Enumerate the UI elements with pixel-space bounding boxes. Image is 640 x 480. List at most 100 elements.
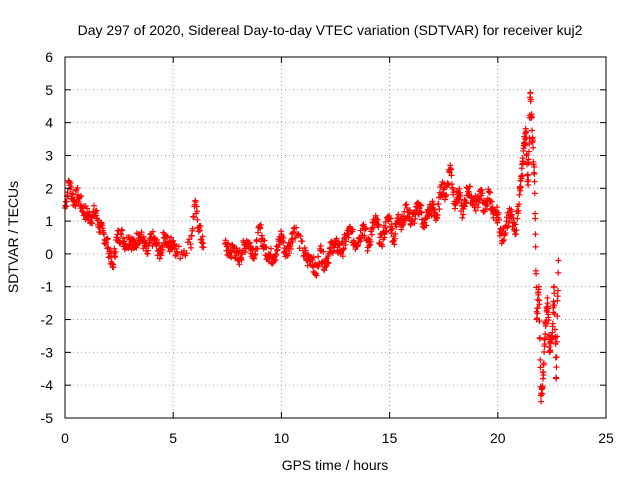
data-point <box>555 257 562 264</box>
data-point <box>183 250 190 257</box>
y-axis-label: SDTVAR / TECUs <box>5 181 21 293</box>
data-point <box>112 254 119 261</box>
data-point <box>456 185 463 192</box>
data-point <box>386 214 393 221</box>
data-point <box>477 196 484 203</box>
data-point <box>258 232 265 239</box>
data-point <box>553 354 560 361</box>
data-point <box>199 233 206 240</box>
data-point <box>474 204 481 211</box>
data-point <box>487 189 494 196</box>
data-point <box>368 231 375 238</box>
data-point <box>112 249 119 256</box>
data-point <box>142 237 149 244</box>
data-point <box>435 201 442 208</box>
data-point <box>535 291 542 298</box>
data-point <box>366 242 373 249</box>
data-point <box>187 244 194 251</box>
data-point <box>532 243 539 250</box>
data-point <box>524 171 531 178</box>
data-point <box>531 163 538 170</box>
data-point <box>466 188 473 195</box>
data-point <box>423 222 430 229</box>
data-point <box>553 364 560 371</box>
data-point <box>479 190 486 197</box>
data-point <box>72 203 79 210</box>
data-point <box>105 244 112 251</box>
data-point <box>530 144 537 151</box>
data-point <box>549 320 556 327</box>
data-point <box>532 231 539 238</box>
data-point <box>508 206 515 213</box>
y-tick-label: -4 <box>41 377 54 393</box>
data-point <box>502 230 509 237</box>
data-point <box>293 224 300 231</box>
data-point <box>194 216 201 223</box>
data-point <box>553 375 560 382</box>
data-point <box>121 238 128 245</box>
data-point <box>357 238 364 245</box>
y-tick-label: -1 <box>41 279 54 295</box>
data-point <box>76 194 83 201</box>
data-point <box>456 196 463 203</box>
data-point <box>104 245 111 252</box>
data-point <box>299 238 306 245</box>
data-point <box>533 270 540 277</box>
y-tick-label: 6 <box>45 49 53 65</box>
data-point <box>130 236 137 243</box>
data-point <box>194 208 201 215</box>
data-point <box>68 184 75 191</box>
data-point <box>138 229 145 236</box>
data-point <box>463 184 470 191</box>
data-point <box>74 185 81 192</box>
data-point <box>532 215 539 222</box>
data-point <box>78 193 85 200</box>
data-point <box>103 236 110 243</box>
data-point <box>189 225 196 232</box>
data-point <box>111 245 118 252</box>
y-tick-label: 5 <box>45 82 53 98</box>
data-point <box>467 183 474 190</box>
data-point <box>541 348 548 355</box>
data-point <box>550 298 557 305</box>
x-axis-label: GPS time / hours <box>282 457 389 473</box>
data-point <box>527 89 534 96</box>
y-tick-label: 0 <box>45 246 53 262</box>
data-point <box>553 338 560 345</box>
data-point <box>554 293 561 300</box>
data-point <box>536 318 543 325</box>
data-point <box>403 204 410 211</box>
data-point <box>164 233 171 240</box>
data-point <box>236 261 243 268</box>
data-point <box>538 398 545 405</box>
data-point <box>534 310 541 317</box>
data-point <box>89 220 96 227</box>
data-point <box>495 209 502 216</box>
data-point <box>188 232 195 239</box>
data-point <box>512 221 519 228</box>
data-point <box>517 184 524 191</box>
data-point <box>197 222 204 229</box>
data-point <box>325 259 332 266</box>
data-point <box>540 372 547 379</box>
data-point <box>535 283 542 290</box>
data-point <box>125 245 132 252</box>
data-point <box>499 238 506 245</box>
data-point <box>190 213 197 220</box>
data-point <box>550 304 557 311</box>
y-tick-label: -2 <box>41 312 54 328</box>
data-point <box>551 290 558 297</box>
data-point <box>514 215 521 222</box>
data-point <box>540 360 547 367</box>
data-point <box>133 244 140 251</box>
data-point <box>546 344 553 351</box>
data-point <box>551 302 558 309</box>
x-tick-label: 10 <box>274 430 290 446</box>
data-point <box>472 207 479 214</box>
data-point <box>136 240 143 247</box>
data-point <box>528 127 535 134</box>
data-point <box>529 137 536 144</box>
data-point <box>107 248 114 255</box>
data-point <box>493 204 500 211</box>
